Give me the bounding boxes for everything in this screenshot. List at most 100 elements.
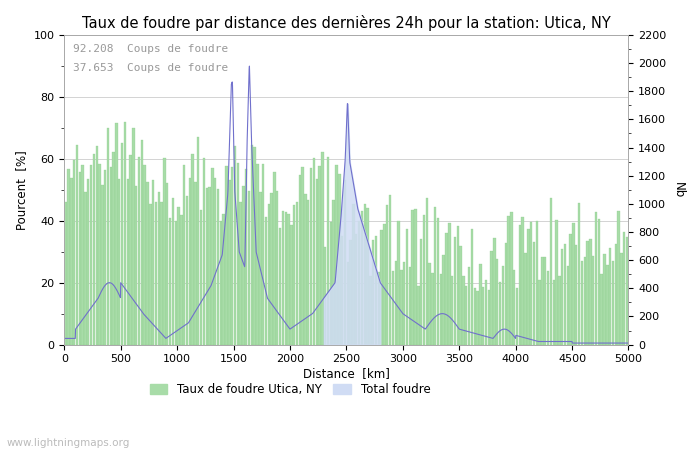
Bar [245, 169, 247, 345]
Bar [130, 155, 132, 345]
Bar [144, 165, 146, 345]
Bar [395, 261, 397, 345]
Bar [488, 290, 490, 345]
Bar [141, 140, 143, 345]
Bar [341, 236, 343, 345]
Bar [338, 174, 340, 345]
Bar [508, 216, 510, 345]
Bar [251, 145, 253, 345]
Bar [174, 221, 177, 345]
Bar [304, 194, 307, 345]
Bar [527, 229, 529, 345]
Bar [598, 219, 600, 345]
Bar [355, 234, 358, 345]
Bar [465, 286, 468, 345]
Bar [595, 212, 597, 345]
Bar [110, 167, 112, 345]
Bar [95, 146, 98, 345]
Bar [454, 238, 456, 345]
Bar [451, 276, 454, 345]
Bar [587, 241, 589, 345]
Bar [121, 143, 123, 345]
Bar [276, 191, 279, 345]
Bar [87, 180, 90, 345]
Bar [90, 165, 92, 345]
Bar [332, 200, 335, 345]
Bar [615, 244, 617, 345]
Bar [107, 128, 109, 345]
Text: 37.653  Coups de foudre: 37.653 Coups de foudre [73, 63, 228, 73]
Bar [428, 263, 430, 345]
Bar [279, 228, 281, 345]
Bar [555, 220, 558, 345]
Bar [612, 261, 614, 345]
Bar [217, 189, 219, 345]
Bar [265, 217, 267, 345]
Bar [374, 236, 377, 345]
Bar [533, 242, 536, 345]
Bar [530, 222, 532, 345]
Bar [160, 202, 163, 345]
Bar [270, 193, 273, 345]
Bar [132, 128, 134, 345]
Bar [118, 179, 120, 345]
Bar [76, 145, 78, 345]
Bar [220, 220, 222, 345]
Bar [536, 221, 538, 345]
Bar [420, 239, 422, 345]
Bar [327, 157, 329, 345]
Bar [225, 166, 228, 345]
Bar [169, 218, 172, 345]
Bar [369, 276, 372, 345]
Bar [544, 257, 547, 345]
Bar [321, 153, 323, 345]
Bar [470, 230, 473, 345]
Bar [372, 240, 375, 345]
Bar [102, 185, 104, 345]
Bar [287, 214, 290, 345]
Bar [564, 244, 566, 345]
Bar [581, 261, 583, 345]
Bar [84, 192, 87, 345]
Bar [380, 230, 383, 345]
Bar [377, 272, 380, 345]
Bar [98, 164, 101, 345]
Bar [73, 161, 76, 345]
Bar [242, 186, 244, 345]
Bar [620, 253, 622, 345]
Text: www.lightningmaps.org: www.lightningmaps.org [7, 438, 130, 448]
Bar [558, 276, 561, 345]
Bar [223, 214, 225, 345]
Y-axis label: Nb: Nb [672, 182, 685, 198]
Bar [104, 170, 106, 345]
Bar [149, 203, 151, 345]
Bar [81, 165, 84, 345]
X-axis label: Distance  [km]: Distance [km] [303, 367, 390, 380]
Bar [496, 259, 498, 345]
Bar [124, 122, 126, 345]
Bar [259, 192, 262, 345]
Bar [231, 167, 233, 345]
Bar [318, 166, 321, 345]
Bar [346, 262, 349, 345]
Bar [524, 253, 526, 345]
Bar [617, 211, 620, 345]
Bar [442, 255, 445, 345]
Bar [412, 210, 414, 345]
Bar [206, 188, 208, 345]
Bar [296, 202, 298, 345]
Bar [200, 210, 202, 345]
Bar [440, 274, 442, 345]
Bar [281, 211, 284, 345]
Bar [152, 180, 154, 345]
Bar [237, 163, 239, 345]
Bar [158, 192, 160, 345]
Bar [177, 207, 180, 345]
Bar [538, 280, 541, 345]
Bar [552, 280, 555, 345]
Bar [284, 212, 287, 345]
Bar [239, 202, 241, 345]
Bar [409, 267, 411, 345]
Bar [262, 164, 265, 345]
Bar [70, 178, 73, 345]
